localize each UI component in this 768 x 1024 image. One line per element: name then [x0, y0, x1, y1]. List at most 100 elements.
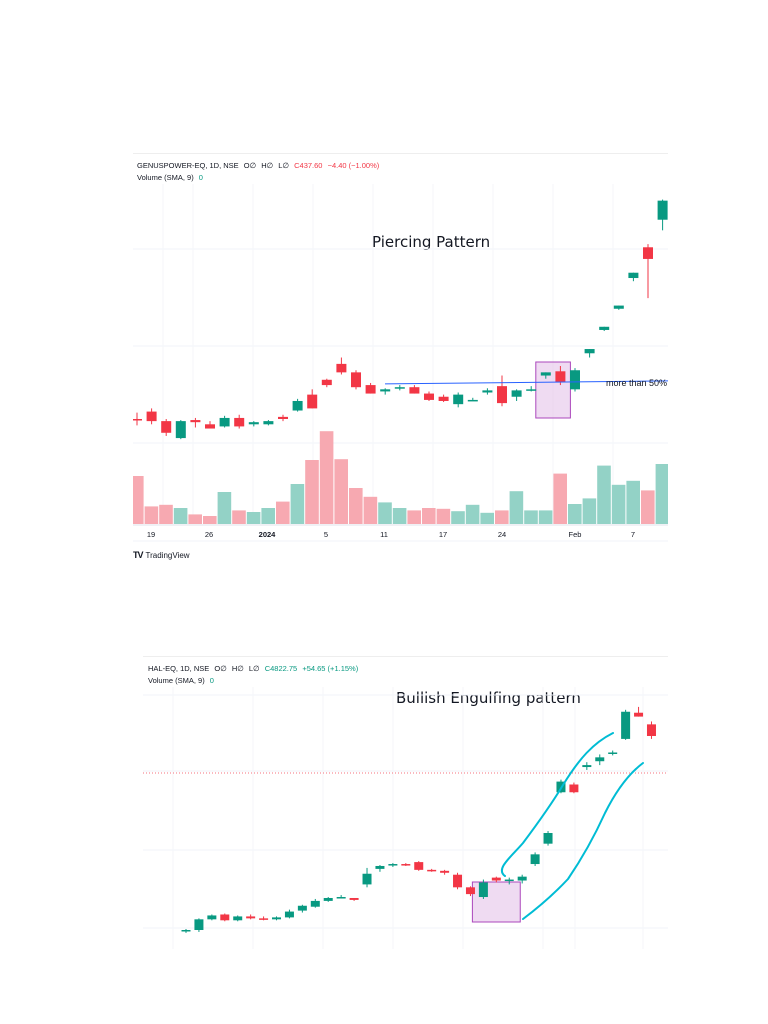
volume-indicator-name[interactable]: Volume (SMA, 9) [148, 676, 205, 685]
bullish-engulfing-chart[interactable]: HAL-EQ, 1D, NSE O∅ H∅ L∅ C4822.75 +54.65… [143, 656, 668, 949]
low-value: L∅ [278, 161, 290, 170]
symbol-name[interactable]: GENUSPOWER-EQ, 1D, NSE [137, 161, 239, 170]
candle-body [478, 882, 488, 898]
volume-bar [495, 510, 509, 524]
tradingview-brand[interactable]: TV TradingView [133, 550, 190, 560]
candle [570, 368, 580, 392]
volume-bar [305, 460, 319, 524]
candle-body [194, 919, 204, 930]
candle-body [582, 765, 592, 768]
x-tick-label: 11 [380, 530, 388, 539]
candle-body [375, 865, 385, 869]
volume-bar [334, 459, 348, 524]
candle [336, 895, 346, 899]
candle-body [453, 394, 464, 405]
candle [478, 879, 488, 899]
candle [388, 863, 398, 867]
volume-bar [363, 496, 378, 524]
candle-body [207, 915, 217, 920]
candle [438, 394, 449, 403]
x-tick-label: 26 [205, 530, 213, 539]
candle [219, 415, 230, 428]
candle-body [234, 417, 245, 427]
candle [526, 386, 537, 392]
open-value: O∅ [214, 664, 227, 673]
volume-value: 0 [209, 676, 214, 685]
candle [582, 762, 592, 770]
candle [380, 388, 391, 395]
candle [336, 357, 347, 375]
volume-bar [480, 512, 494, 524]
high-value: H∅ [231, 664, 244, 673]
candle-body [336, 897, 346, 899]
symbol-legend: HAL-EQ, 1D, NSE O∅ H∅ L∅ C4822.75 +54.65… [148, 664, 361, 673]
candle [207, 914, 217, 921]
candle [394, 385, 405, 391]
symbol-name[interactable]: HAL-EQ, 1D, NSE [148, 664, 210, 673]
candle [365, 382, 376, 394]
candle [482, 388, 493, 395]
candle [233, 915, 243, 922]
candle-body [336, 363, 347, 373]
volume-bar [290, 484, 305, 524]
grid [143, 687, 668, 949]
candle-body [219, 417, 230, 427]
candle [511, 389, 522, 401]
candle [530, 852, 540, 866]
candle-body [453, 874, 463, 888]
x-tick-label: 7 [631, 530, 635, 539]
pattern-highlight-box[interactable] [535, 361, 571, 419]
candle-body [414, 862, 424, 870]
volume-bar [246, 512, 261, 524]
channel-upper-line[interactable] [500, 732, 614, 877]
candle-body [297, 905, 307, 911]
candle-body [465, 887, 475, 895]
candle [453, 872, 463, 890]
chart-canvas[interactable] [143, 657, 668, 949]
volume-bar [611, 484, 626, 524]
change-value: −4.40 (−1.00%) [327, 161, 380, 170]
candle-body [365, 385, 376, 394]
candle [517, 874, 527, 884]
candle [540, 372, 551, 379]
channel-drawing [500, 732, 644, 920]
low-value: L∅ [248, 664, 260, 673]
candle [220, 913, 230, 922]
candle [504, 877, 514, 885]
volume-bar [261, 508, 275, 524]
piercing-pattern-chart[interactable]: GENUSPOWER-EQ, 1D, NSE O∅ H∅ L∅ C437.60 … [133, 153, 668, 544]
horizontal-line[interactable] [384, 380, 668, 385]
candle [453, 392, 464, 408]
candle [349, 897, 359, 901]
volume-bar [509, 491, 524, 524]
candle-body [530, 854, 540, 865]
candles [133, 199, 668, 440]
x-tick-label: 24 [498, 530, 506, 539]
candle-body [220, 914, 230, 921]
candle-body [646, 724, 656, 736]
channel-lower-line[interactable] [522, 762, 644, 920]
volume-bar [392, 508, 407, 524]
x-tick-label: 19 [147, 530, 155, 539]
candle [310, 898, 320, 908]
volume-bar [465, 504, 480, 524]
volume-indicator-name[interactable]: Volume (SMA, 9) [137, 173, 194, 182]
candle [467, 397, 478, 402]
candle-body [634, 712, 644, 717]
candle [181, 929, 191, 933]
volume-bar [553, 473, 567, 524]
chart-canvas[interactable]: 19 26 2024 5 11 17 24 Feb 7 more than 50% [133, 154, 668, 544]
candle [161, 419, 172, 436]
candle [194, 918, 204, 932]
candle [646, 721, 656, 739]
volume-bars [133, 431, 668, 524]
candle [497, 375, 507, 407]
candle-body [284, 911, 294, 918]
volume-bar [582, 498, 597, 524]
candle [427, 868, 437, 872]
volume-bar [524, 510, 538, 524]
candle [628, 272, 639, 282]
candle [292, 398, 303, 412]
candle-body [248, 422, 259, 425]
candle-body [388, 864, 398, 866]
